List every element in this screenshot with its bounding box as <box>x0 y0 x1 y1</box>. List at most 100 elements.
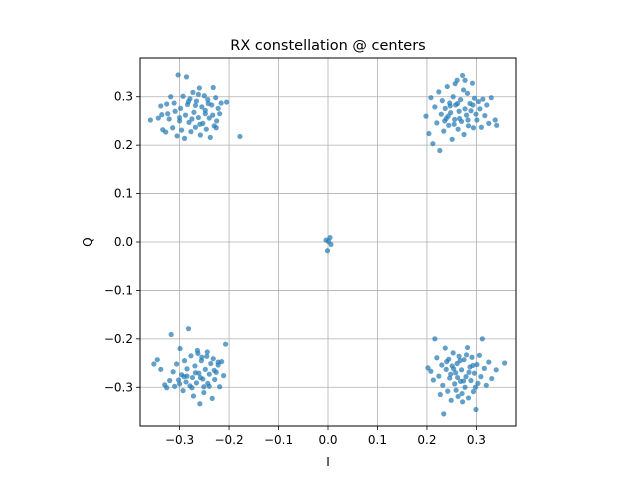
data-point <box>447 103 453 109</box>
data-point <box>190 393 197 399</box>
y-tick-label: 0.0 <box>114 235 133 249</box>
data-point <box>185 326 192 332</box>
data-point <box>210 356 216 362</box>
data-point <box>445 388 451 394</box>
data-point <box>206 115 212 121</box>
data-point <box>455 374 461 381</box>
data-point <box>458 367 465 373</box>
data-point <box>158 366 164 372</box>
data-point <box>197 374 203 381</box>
data-point <box>451 366 457 372</box>
data-point <box>470 389 477 395</box>
data-point <box>197 401 203 407</box>
data-point <box>448 397 454 403</box>
data-point <box>186 119 192 125</box>
data-point <box>237 133 243 140</box>
data-point <box>459 72 466 79</box>
data-point <box>459 399 466 405</box>
data-point <box>210 84 216 91</box>
data-point <box>473 111 479 117</box>
data-point <box>221 373 227 379</box>
data-point <box>204 353 210 359</box>
data-point <box>175 72 181 78</box>
data-point <box>461 357 467 363</box>
data-point <box>201 389 207 396</box>
data-point <box>426 130 432 137</box>
data-point <box>486 359 492 365</box>
data-point <box>159 112 165 118</box>
data-point <box>460 87 467 93</box>
data-point <box>190 89 196 95</box>
data-point <box>193 98 199 104</box>
data-point <box>480 96 486 102</box>
data-point <box>446 122 452 128</box>
data-point <box>192 102 199 109</box>
data-point <box>189 385 195 391</box>
data-point <box>177 345 183 352</box>
data-point <box>185 98 192 105</box>
data-point <box>174 133 180 139</box>
data-point <box>192 370 199 376</box>
data-point <box>455 393 461 400</box>
y-axis-label: Q <box>81 237 95 246</box>
data-point <box>488 95 494 101</box>
data-point <box>170 125 176 131</box>
data-point <box>174 361 180 367</box>
data-point <box>164 385 170 391</box>
data-point <box>465 123 472 129</box>
data-point <box>476 352 482 358</box>
x-tick-label: 0.0 <box>318 433 337 447</box>
data-point <box>462 77 468 83</box>
data-point <box>492 117 498 123</box>
data-point <box>451 121 457 127</box>
data-point <box>460 378 467 384</box>
data-point <box>213 125 219 131</box>
data-point <box>468 108 474 114</box>
data-point <box>206 371 212 377</box>
data-point <box>475 98 481 105</box>
data-point <box>195 91 201 97</box>
data-point <box>205 100 211 107</box>
data-point <box>181 374 187 380</box>
x-tick-label: −0.2 <box>214 433 243 447</box>
y-tick-label: 0.3 <box>114 90 133 104</box>
data-point <box>324 248 331 254</box>
data-point <box>484 102 490 108</box>
y-tick-label: 0.1 <box>114 187 133 201</box>
data-point <box>474 117 480 123</box>
data-point <box>489 375 495 382</box>
data-point <box>176 114 183 121</box>
data-point <box>218 100 224 106</box>
data-point <box>183 74 190 80</box>
data-point <box>163 129 169 135</box>
data-point <box>441 128 447 134</box>
data-point <box>165 111 171 117</box>
data-point <box>171 100 177 106</box>
data-point <box>213 95 219 101</box>
data-point <box>459 390 465 397</box>
data-point <box>453 370 459 376</box>
data-point <box>203 126 209 132</box>
data-point <box>176 381 183 387</box>
data-point <box>195 114 201 121</box>
data-point <box>428 95 434 101</box>
data-point <box>201 93 207 99</box>
data-point <box>450 94 456 100</box>
data-point <box>197 121 203 127</box>
data-point <box>164 101 170 107</box>
x-tick-label: 0.1 <box>368 433 387 447</box>
data-point <box>423 113 429 119</box>
data-point <box>158 103 164 109</box>
data-point <box>457 358 463 364</box>
data-point <box>428 368 434 374</box>
data-point <box>151 361 157 367</box>
data-point <box>440 382 446 388</box>
data-point <box>170 369 176 375</box>
data-point <box>482 113 488 119</box>
data-point <box>478 374 484 380</box>
data-point <box>223 99 230 105</box>
data-point <box>477 106 483 112</box>
data-point <box>456 353 462 359</box>
data-point <box>434 120 440 126</box>
